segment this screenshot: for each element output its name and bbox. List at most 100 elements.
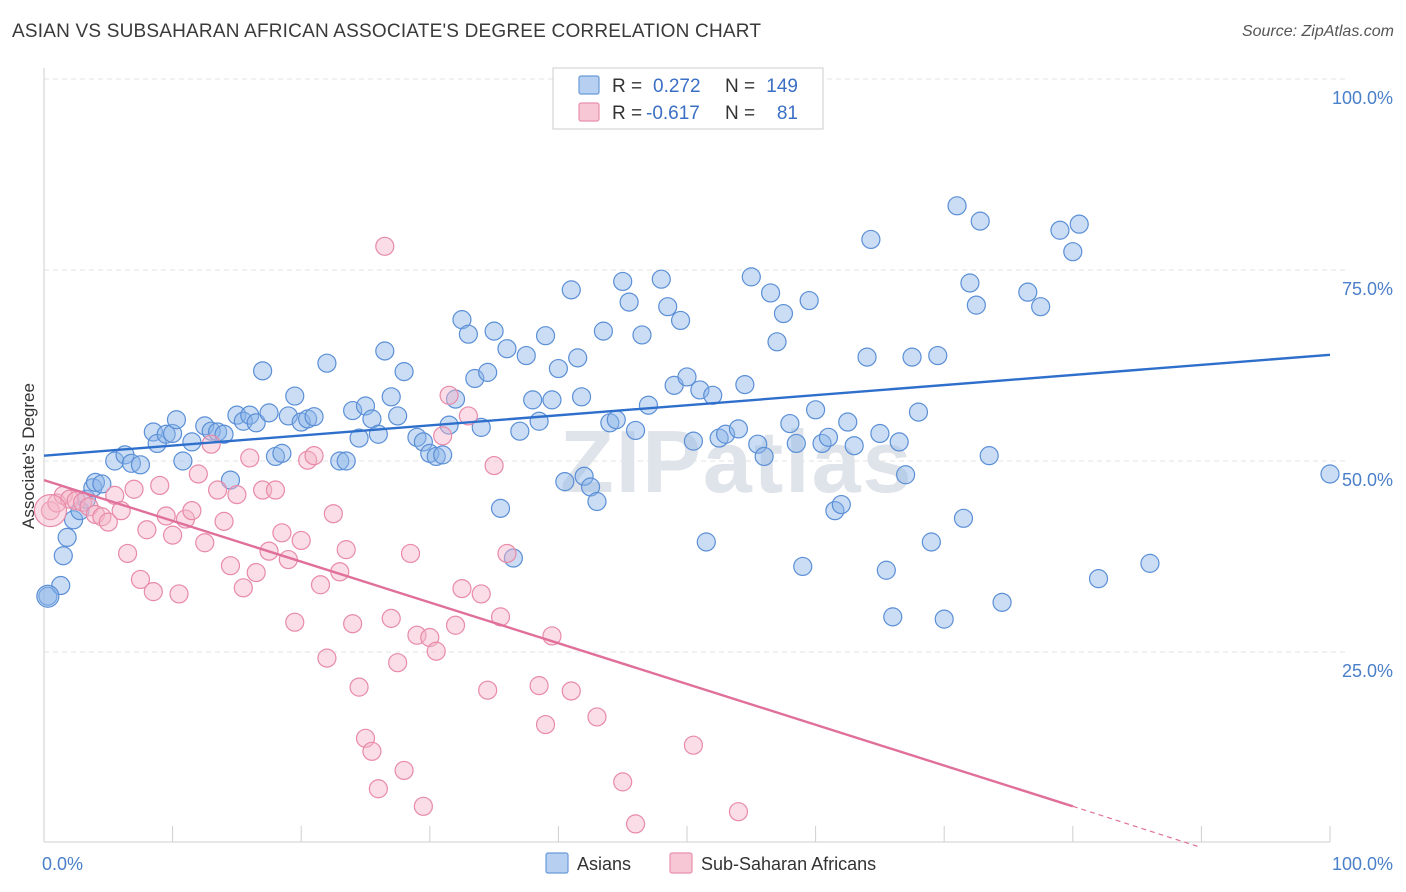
subsaharan-point-22: [182, 501, 202, 521]
y-tick-label-50: 50.0%: [1342, 470, 1393, 490]
asians-point-78: [574, 466, 594, 486]
subsaharan-point-79: [728, 802, 749, 822]
subsaharan-point-6: [79, 497, 99, 517]
asians-point-28: [240, 405, 260, 425]
subsaharan-point-67: [478, 680, 498, 700]
asians-point-110: [793, 556, 813, 577]
asians-point-86: [625, 420, 646, 441]
asians-point-59: [458, 324, 478, 344]
asians-point-94: [683, 431, 704, 451]
subsaharan-trend-extension: [1072, 805, 1202, 849]
asians-point-54: [426, 446, 446, 467]
legend-n-value-asians: 149: [766, 76, 798, 97]
subsaharan-point-70: [497, 543, 517, 564]
asians-point-43: [349, 428, 369, 448]
subsaharan-point-66: [471, 584, 491, 604]
asians-point-143: [1088, 569, 1109, 589]
subsaharan-point-9: [98, 512, 118, 532]
y-tick-labels: 100.0% 75.0% 50.0% 25.0%: [1332, 88, 1393, 681]
asians-point-83: [606, 410, 626, 430]
legend-swatch-asians: [578, 75, 600, 95]
subsaharan-point-61: [433, 426, 453, 446]
asians-point-128: [921, 532, 941, 552]
asians-point-137: [992, 592, 1012, 612]
legend-r-value-asians: 0.272: [653, 76, 701, 97]
asians-point-104: [754, 446, 774, 467]
asians-point-10: [105, 451, 125, 471]
asians-point-89: [651, 269, 671, 289]
subsaharan-point-23: [188, 464, 208, 484]
asians-point-38: [304, 407, 324, 427]
asians-point-29: [246, 413, 266, 433]
asians-point-90: [658, 297, 678, 317]
asians-point-100: [728, 419, 749, 439]
subsaharan-point-31: [240, 448, 260, 468]
asians-point-77: [571, 387, 592, 407]
subsaharan-point-24: [195, 533, 215, 553]
asians-point-68: [516, 345, 536, 366]
asians-point-42: [343, 400, 363, 421]
legend-r-label-subsaharan: R =: [612, 103, 642, 124]
asians-point-133: [960, 273, 980, 293]
subsaharan-point-53: [381, 608, 401, 628]
asians-point-30: [253, 361, 273, 381]
asians-point-125: [896, 465, 916, 485]
subsaharan-point-65: [458, 406, 478, 426]
asians-point-136: [979, 446, 999, 466]
bottom-legend: Asians Sub-Saharan Africans: [545, 852, 876, 874]
subsaharan-point-44: [323, 504, 343, 524]
x-tick-label-0: 0.0%: [42, 854, 83, 874]
subsaharan-point-72: [535, 714, 556, 735]
subsaharan-point-77: [625, 814, 646, 834]
x-tick-label-100: 100.0%: [1332, 854, 1393, 874]
asians-point-103: [748, 434, 768, 454]
subsaharan-point-16: [143, 582, 163, 602]
asians-point-109: [786, 433, 806, 454]
asians-point-117: [838, 412, 858, 432]
asians-point-141: [1063, 242, 1083, 262]
subsaharan-point-58: [413, 796, 433, 816]
asians-trend-line: [43, 353, 1331, 457]
asians-point-cluster: [36, 584, 60, 608]
asians-point-126: [902, 347, 922, 367]
subsaharan-point-50: [362, 741, 382, 761]
asians-point-49: [388, 406, 408, 426]
subsaharan-point-cluster: [33, 494, 68, 528]
asians-point-106: [767, 332, 787, 352]
asians-point-114: [818, 427, 839, 447]
subsaharan-point-78: [683, 735, 704, 755]
asians-point-93: [677, 367, 697, 387]
asians-point-108: [780, 413, 800, 434]
asians-point-134: [966, 295, 986, 315]
subsaharan-point-12: [117, 543, 138, 564]
legend-box: R = 0.272 N = 149 R = -0.617 N = 81: [552, 67, 824, 130]
asians-point-140: [1050, 220, 1070, 240]
asians-point-16: [156, 424, 176, 444]
y-tick-label-75: 75.0%: [1342, 279, 1393, 299]
asians-point-145: [1320, 464, 1340, 484]
subsaharan-point-55: [394, 760, 414, 781]
asians-point-118: [844, 436, 864, 456]
asians-point-40: [330, 451, 350, 471]
asians-point-9: [92, 474, 112, 494]
asians-point-80: [587, 491, 607, 512]
asians-point-102: [741, 267, 761, 287]
subsaharan-point-29: [227, 485, 247, 505]
asians-point-92: [670, 310, 691, 331]
subsaharan-point-71: [529, 676, 549, 696]
subsaharan-point-51: [368, 779, 388, 799]
subsaharan-point-35: [265, 480, 286, 500]
asians-point-33: [272, 443, 292, 463]
subsaharan-point-54: [388, 653, 408, 673]
asians-point-116: [831, 494, 851, 515]
subsaharan-point-13: [124, 479, 144, 499]
asians-point-76: [568, 348, 588, 368]
subsaharan-point-64: [452, 578, 472, 599]
subsaharan-point-75: [587, 707, 607, 727]
y-tick-label-100: 100.0%: [1332, 88, 1393, 108]
asians-point-19: [173, 451, 193, 471]
asians-point-67: [510, 421, 530, 441]
asians-point-84: [613, 271, 633, 292]
asians-point-75: [561, 280, 581, 300]
